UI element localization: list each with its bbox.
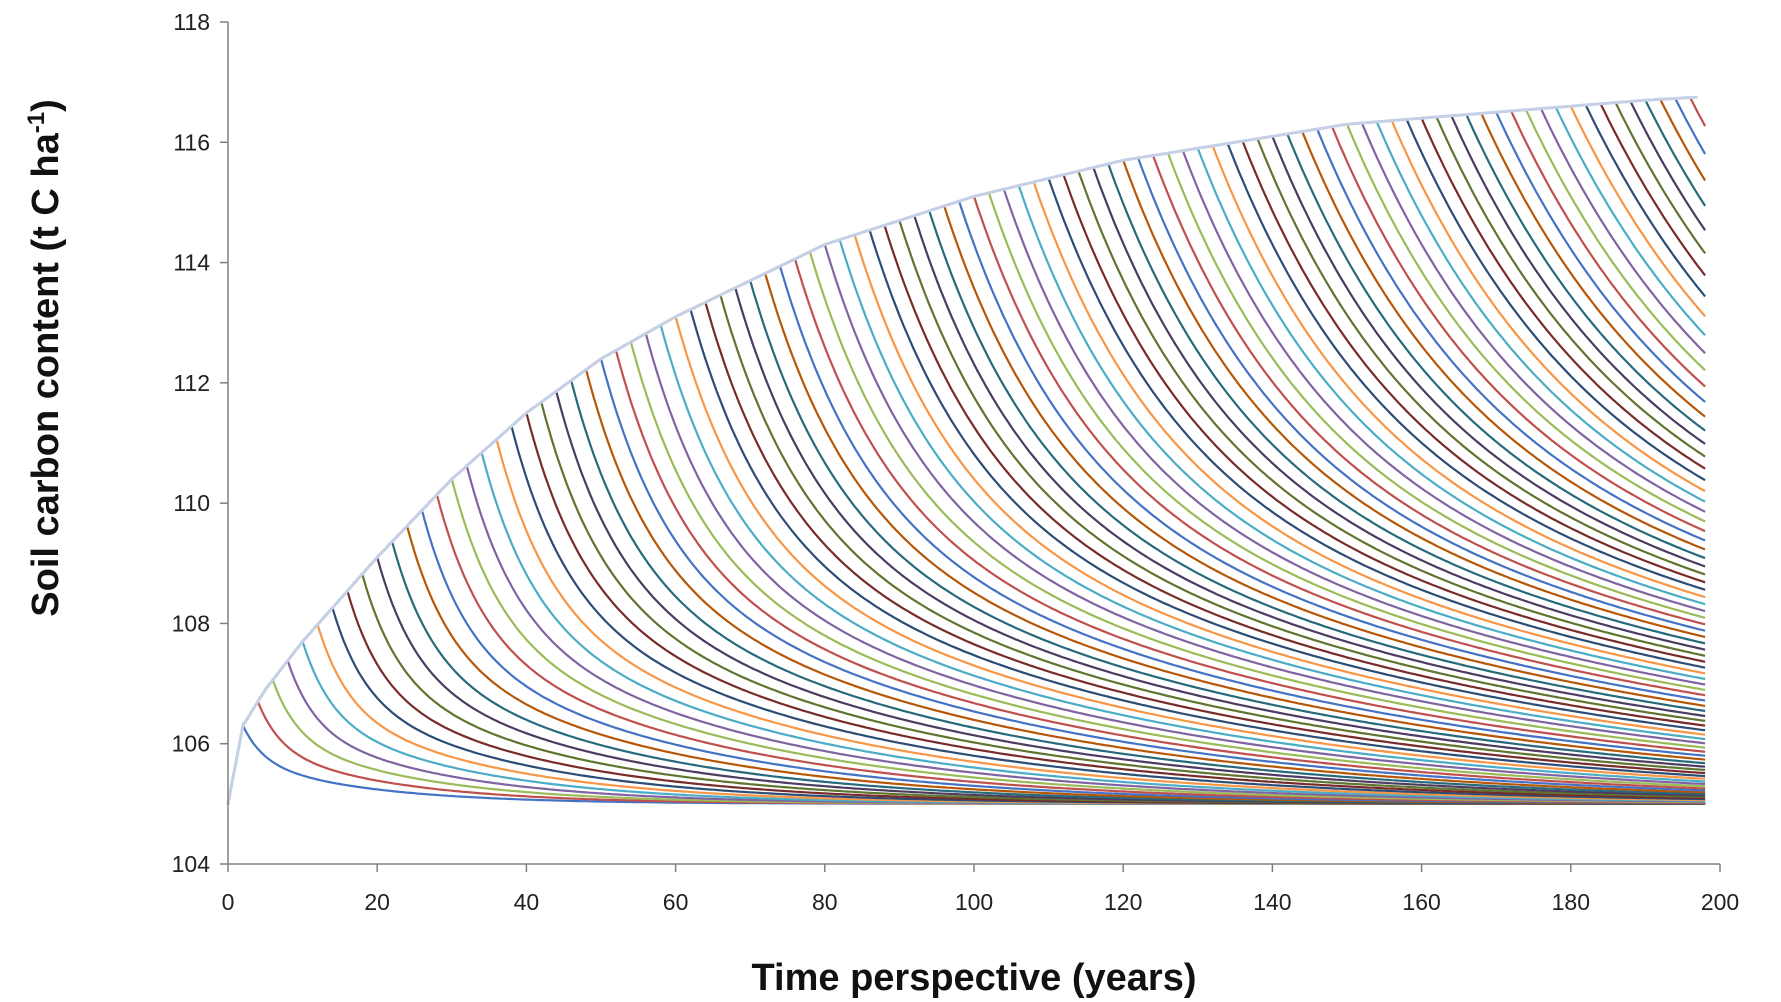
y-tick-label-108: 108 (172, 610, 210, 636)
x-tick-label-200: 200 (1701, 889, 1739, 915)
y-axis-title-superscript: -1 (23, 112, 50, 133)
series-line-33 (226, 293, 1706, 805)
series-line-38 (226, 257, 1706, 805)
series-line-94 (226, 100, 1707, 805)
series-line-67 (226, 142, 1706, 805)
y-tick-label-116: 116 (173, 129, 210, 155)
series-line-25 (226, 356, 1706, 805)
series-line-40 (226, 242, 1706, 805)
x-tick-label-60: 60 (663, 889, 689, 915)
series-group (226, 95, 1707, 805)
y-axis-title: Soil carbon content (t C ha-1) (23, 99, 67, 616)
ticks: 104 106 108 110 112 114 116 118 0 20 40 60 80 100 120 1… (172, 9, 1740, 915)
y-tick-label-114: 114 (173, 250, 210, 276)
series-line-72 (226, 130, 1706, 805)
x-tick-label-20: 20 (364, 889, 390, 915)
x-tick-label-40: 40 (514, 889, 540, 915)
x-tick-label-180: 180 (1552, 889, 1590, 915)
y-tick-label-112: 112 (173, 370, 210, 396)
y-axis-title-suffix: ) (25, 99, 67, 112)
series-line-74 (226, 125, 1706, 805)
series-line-97 (226, 97, 1707, 805)
x-axis-title: Time perspective (years) (752, 957, 1197, 999)
series-line-58 (226, 166, 1706, 805)
y-axis-title-main: Soil carbon content (t C ha (25, 132, 67, 616)
y-tick-label-118: 118 (173, 9, 210, 35)
y-tick-label-104: 104 (172, 851, 211, 877)
x-tick-label-80: 80 (812, 889, 838, 915)
series-line-48 (226, 204, 1706, 805)
x-tick-label-0: 0 (222, 889, 235, 915)
y-tick-label-110: 110 (173, 490, 210, 516)
series-line-73 (226, 127, 1706, 805)
envelope-line (226, 95, 1698, 805)
x-tick-label-140: 140 (1253, 889, 1291, 915)
series-line-93 (226, 101, 1706, 805)
x-tick-label-100: 100 (955, 889, 993, 915)
series-line-92 (226, 102, 1706, 805)
y-tick-label-106: 106 (172, 731, 210, 757)
x-tick-label-160: 160 (1402, 889, 1440, 915)
series-line-66 (226, 144, 1706, 805)
series-line-96 (226, 98, 1707, 805)
series-line-86 (226, 109, 1706, 805)
series-line-95 (226, 99, 1707, 805)
x-tick-label-120: 120 (1104, 889, 1142, 915)
series-line-45 (226, 219, 1706, 805)
series-line-46 (226, 214, 1706, 805)
series-line-16 (226, 463, 1706, 805)
series-line-98 (226, 96, 1707, 805)
series-line-47 (226, 209, 1706, 805)
series-line-15 (226, 476, 1706, 805)
